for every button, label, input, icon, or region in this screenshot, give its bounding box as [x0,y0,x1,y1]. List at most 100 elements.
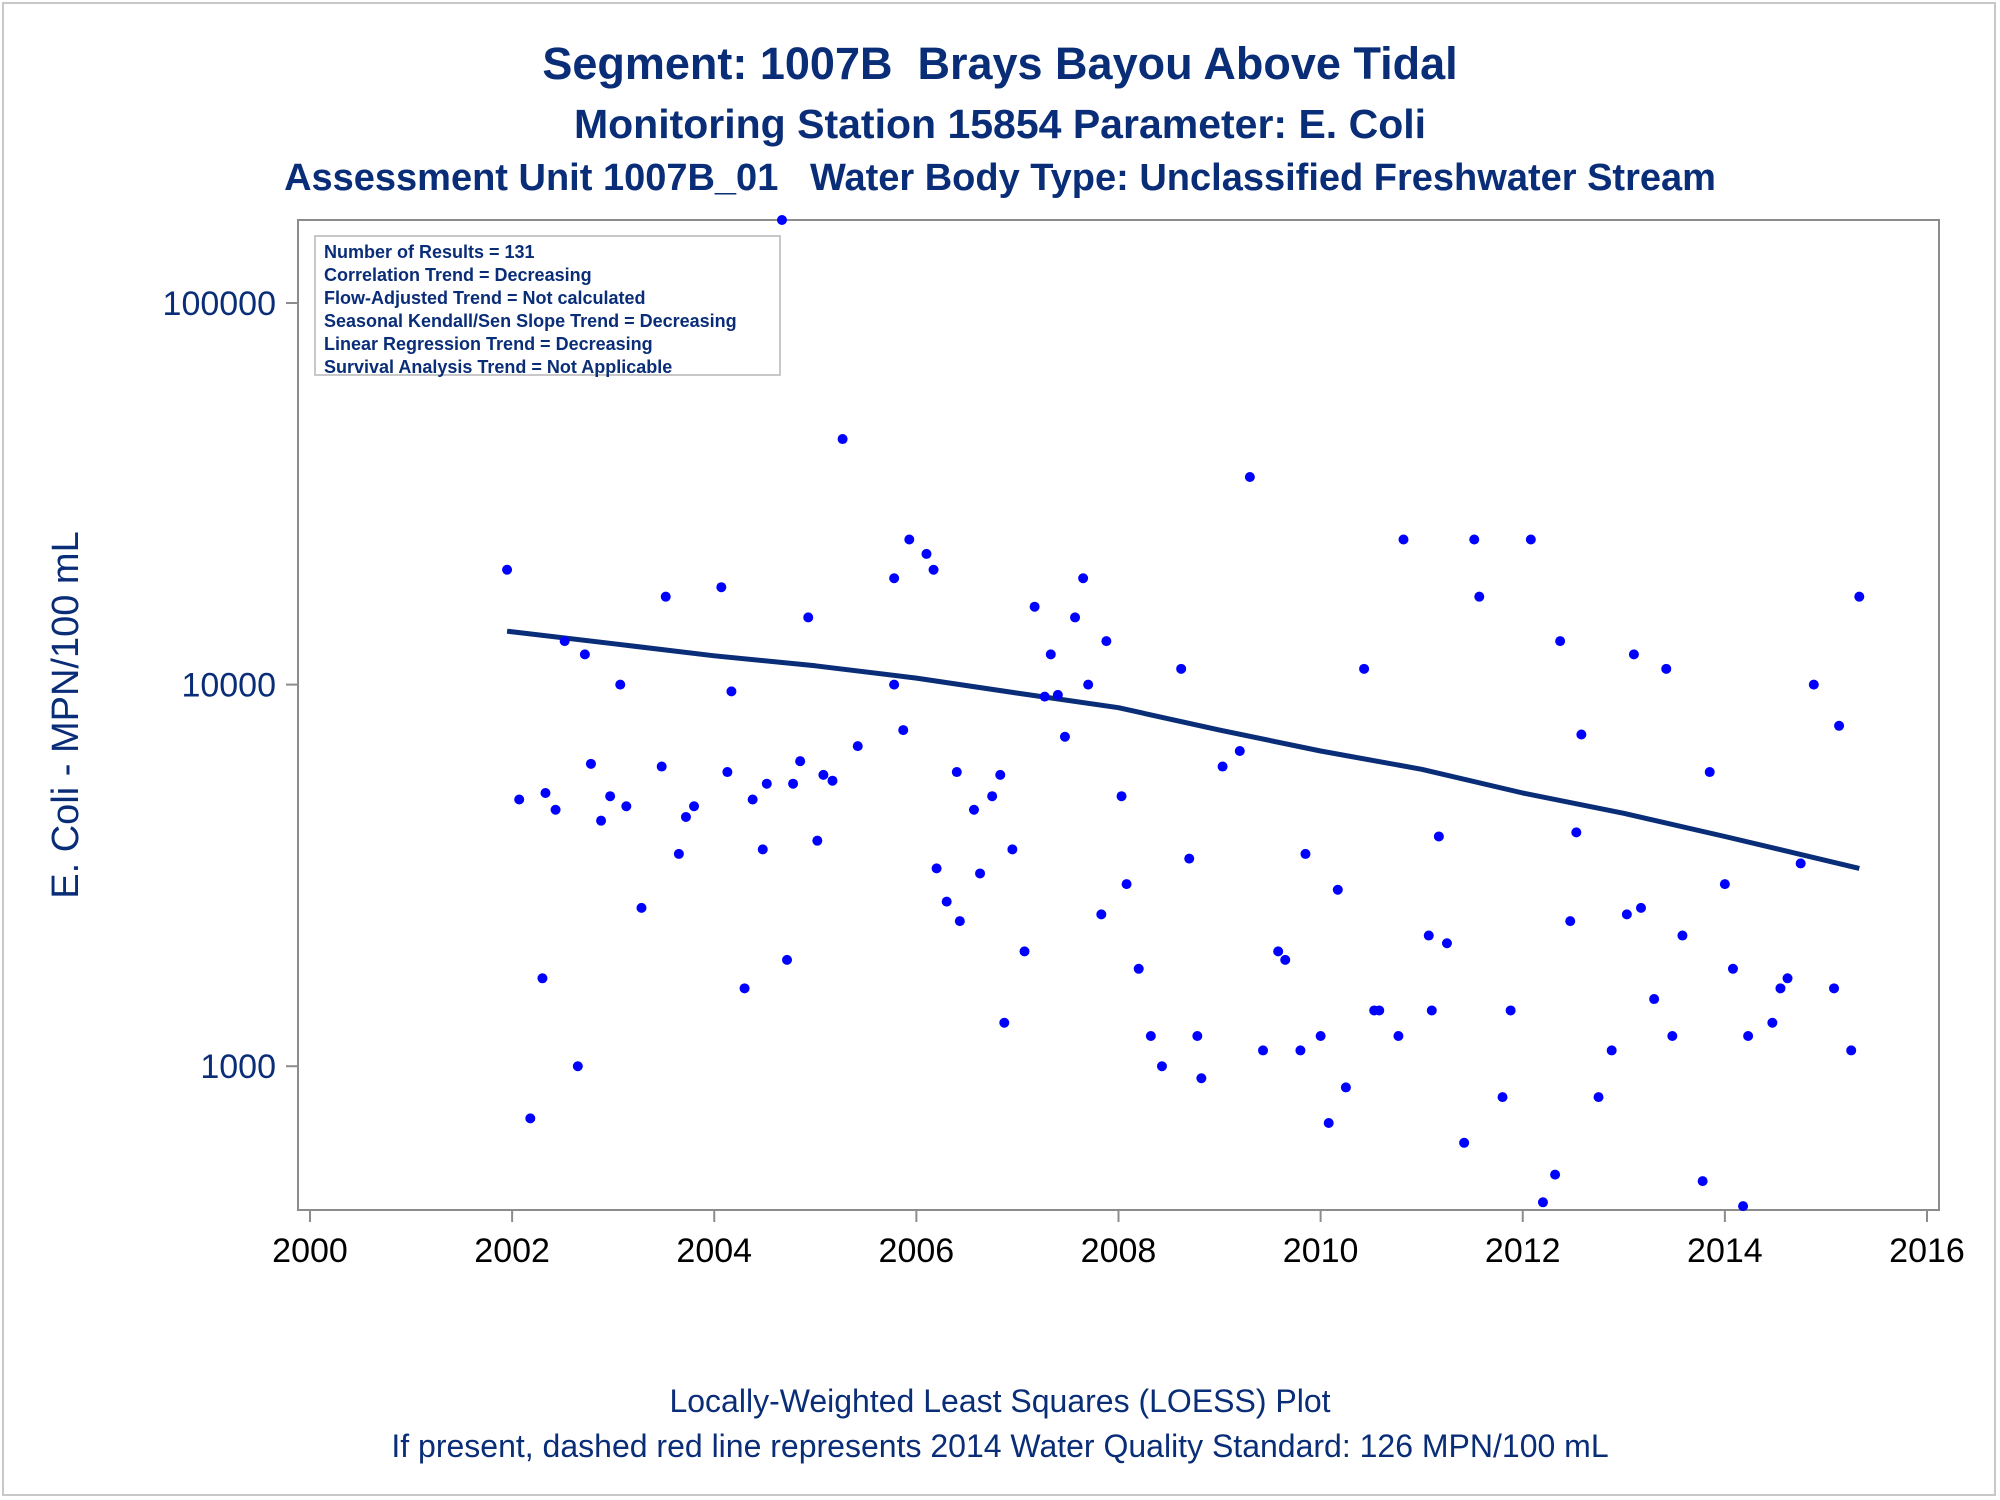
data-point [951,767,962,778]
data-point [636,902,647,913]
data-point [1398,534,1409,545]
data-point [537,973,548,984]
data-point [514,794,525,805]
data-point [585,758,596,769]
data-point [722,767,733,778]
data-point [1078,573,1089,584]
data-point [1192,1031,1203,1042]
data-point [1340,1082,1351,1093]
data-point [572,1061,583,1072]
data-point [1156,1061,1167,1072]
data-point [837,434,848,445]
x-tick-label: 2006 [879,1232,955,1270]
x-tick-label: 2012 [1485,1232,1561,1270]
data-point [1649,994,1660,1005]
data-point [502,564,513,575]
data-point [1775,983,1786,994]
stat-linear-regression-trend: Linear Regression Trend = Decreasing [324,334,653,354]
data-point [1426,1005,1437,1016]
data-point [776,215,787,225]
chart-subtitle-2: Assessment Unit 1007B_01 Water Body Type… [284,157,1716,199]
data-point [1635,902,1646,913]
data-point [660,591,671,602]
data-point [1727,963,1738,974]
data-point [941,896,952,907]
data-point [596,815,607,826]
footnote-standard: If present, dashed red line represents 2… [391,1428,1609,1464]
data-point [1045,649,1056,660]
data-point [827,775,838,786]
x-tick-label: 2000 [272,1232,348,1270]
data-point [1070,612,1081,623]
data-point [1196,1073,1207,1084]
data-point [689,801,700,812]
data-point [1433,831,1444,842]
data-point [656,761,667,772]
data-point [621,801,632,812]
data-point [1795,858,1806,869]
data-point [1497,1092,1508,1103]
x-tick-label: 2014 [1687,1232,1763,1270]
data-point [1323,1117,1334,1128]
data-point [1846,1045,1857,1056]
data-point [757,844,768,855]
data-point [1555,636,1566,647]
data-point [1133,963,1144,974]
data-point [761,778,772,789]
stat-number-of-results: Number of Results = 131 [324,242,535,262]
data-point [1767,1017,1778,1028]
data-point [559,636,570,647]
data-point [605,791,616,802]
data-point [1743,1031,1754,1042]
x-tick-label: 2016 [1889,1232,1965,1270]
data-point [1029,601,1040,612]
y-tick-label: 1000 [200,1048,276,1086]
data-point [1677,930,1688,941]
data-point [1332,884,1343,895]
data-point [1258,1045,1269,1056]
data-point [1537,1197,1548,1208]
data-point [1280,954,1291,965]
data-point [921,548,932,559]
data-point [673,848,684,859]
data-point [999,1017,1010,1028]
data-point [1565,916,1576,927]
data-point [852,741,863,752]
data-point [1359,663,1370,674]
data-point [1145,1031,1156,1042]
data-point [1007,844,1018,855]
data-point [1300,848,1311,859]
data-point [1393,1031,1404,1042]
chart-title: Segment: 1007B Brays Bayou Above Tidal [542,38,1458,89]
data-point [1184,853,1195,864]
data-point [1834,720,1845,731]
stat-flow-adjusted-trend: Flow-Adjusted Trend = Not calculated [324,288,646,308]
data-point [1039,691,1050,702]
data-point [1621,909,1632,920]
x-tick-label: 2002 [474,1232,550,1270]
data-point [579,649,590,660]
data-point [1116,791,1127,802]
data-point [782,954,793,965]
data-point [1101,636,1112,647]
data-point [1606,1045,1617,1056]
stat-correlation-trend: Correlation Trend = Decreasing [324,265,592,285]
data-point [1423,930,1434,941]
data-point [1704,767,1715,778]
data-point [1176,663,1187,674]
data-point [1782,973,1793,984]
data-point [1052,689,1063,700]
data-point [995,769,1006,780]
data-point [1217,761,1228,772]
data-point [716,582,727,593]
data-point [1295,1045,1306,1056]
data-point [1719,879,1730,890]
data-point [1854,591,1865,602]
data-point [1667,1031,1678,1042]
data-point [739,983,750,994]
y-tick-label: 100000 [163,285,276,323]
data-point [1697,1176,1708,1187]
stat-survival-analysis-trend: Survival Analysis Trend = Not Applicable [324,357,673,377]
